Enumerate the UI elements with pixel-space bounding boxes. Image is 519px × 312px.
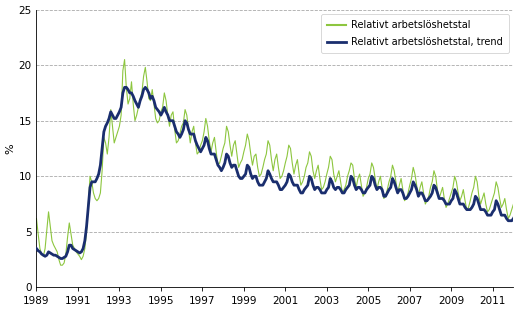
Line: Relativt arbetslöshetstal, trend: Relativt arbetslöshetstal, trend bbox=[36, 87, 519, 259]
Relativt arbetslöshetstal, trend bbox=[362, 191, 368, 195]
Relativt arbetslöshetstal, trend bbox=[121, 85, 128, 89]
Relativt arbetslöshetstal bbox=[121, 58, 128, 61]
Legend: Relativt arbetslöshetstal, Relativt arbetslöshetstal, trend: Relativt arbetslöshetstal, Relativt arbe… bbox=[321, 14, 509, 53]
Relativt arbetslöshetstal, trend bbox=[130, 94, 136, 98]
Relativt arbetslöshetstal bbox=[58, 263, 64, 267]
Line: Relativt arbetslöshetstal: Relativt arbetslöshetstal bbox=[36, 60, 519, 265]
Relativt arbetslöshetstal bbox=[149, 88, 155, 91]
Relativt arbetslöshetstal, trend bbox=[397, 188, 403, 192]
Relativt arbetslöshetstal, trend bbox=[33, 247, 39, 251]
Relativt arbetslöshetstal, trend bbox=[517, 213, 519, 217]
Relativt arbetslöshetstal bbox=[153, 117, 159, 120]
Relativt arbetslöshetstal bbox=[33, 217, 39, 220]
Relativt arbetslöshetstal, trend bbox=[58, 257, 64, 261]
Relativt arbetslöshetstal, trend bbox=[291, 183, 297, 187]
Y-axis label: %: % bbox=[6, 143, 16, 154]
Relativt arbetslöshetstal bbox=[288, 147, 294, 150]
